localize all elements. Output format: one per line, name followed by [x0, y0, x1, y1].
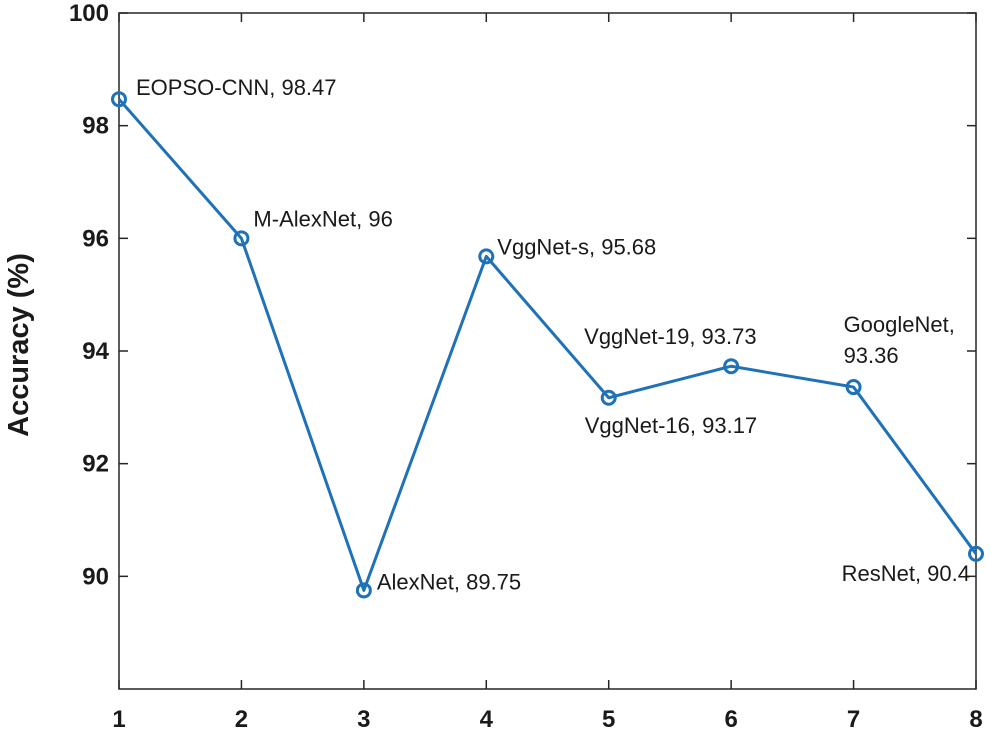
y-tick-label: 94 — [82, 338, 109, 365]
data-label: VggNet-16, 93.17 — [585, 413, 757, 438]
data-labels: EOPSO-CNN, 98.47 M-AlexNet, 96 AlexNet, 89… — [136, 75, 970, 594]
x-tick-label: 1 — [112, 706, 125, 733]
y-tick-label: 92 — [82, 451, 109, 478]
x-tick-label: 5 — [602, 706, 615, 733]
y-tick-label: 96 — [82, 225, 109, 252]
data-point-marker — [478, 248, 495, 265]
x-tick-label: 4 — [480, 706, 494, 733]
data-label: GoogleNet, — [844, 312, 955, 337]
x-tick-label: 8 — [969, 706, 982, 733]
data-point-marker — [233, 230, 250, 247]
y-tick-label: 100 — [69, 0, 109, 27]
axes: 1 2 3 4 5 6 7 8 90 92 94 96 98 100 — [69, 0, 983, 733]
x-tick-label: 3 — [357, 706, 370, 733]
data-point-marker — [111, 91, 127, 108]
y-axis-title: Accuracy (%) — [3, 253, 35, 437]
data-label: 93.36 — [844, 343, 899, 368]
data-label: EOPSO-CNN, 98.47 — [136, 75, 337, 100]
data-point-marker — [600, 389, 617, 406]
x-tick-label: 7 — [847, 706, 860, 733]
data-label: AlexNet, 89.75 — [377, 569, 521, 594]
x-tick-label: 2 — [235, 706, 248, 733]
data-point-marker — [723, 358, 740, 375]
y-tick-label: 90 — [82, 563, 109, 590]
data-point-marker — [968, 545, 984, 562]
data-label: VggNet-19, 93.73 — [584, 324, 756, 349]
data-point-marker — [355, 582, 372, 599]
y-tick-label: 98 — [82, 113, 109, 140]
x-tick-label: 6 — [724, 706, 737, 733]
data-label: ResNet, 90.4 — [842, 561, 970, 586]
data-point-marker — [845, 379, 862, 396]
series-line — [117, 98, 978, 592]
series-layer — [111, 91, 984, 599]
data-label: VggNet-s, 95.68 — [497, 234, 656, 259]
data-label: M-AlexNet, 96 — [253, 206, 392, 231]
